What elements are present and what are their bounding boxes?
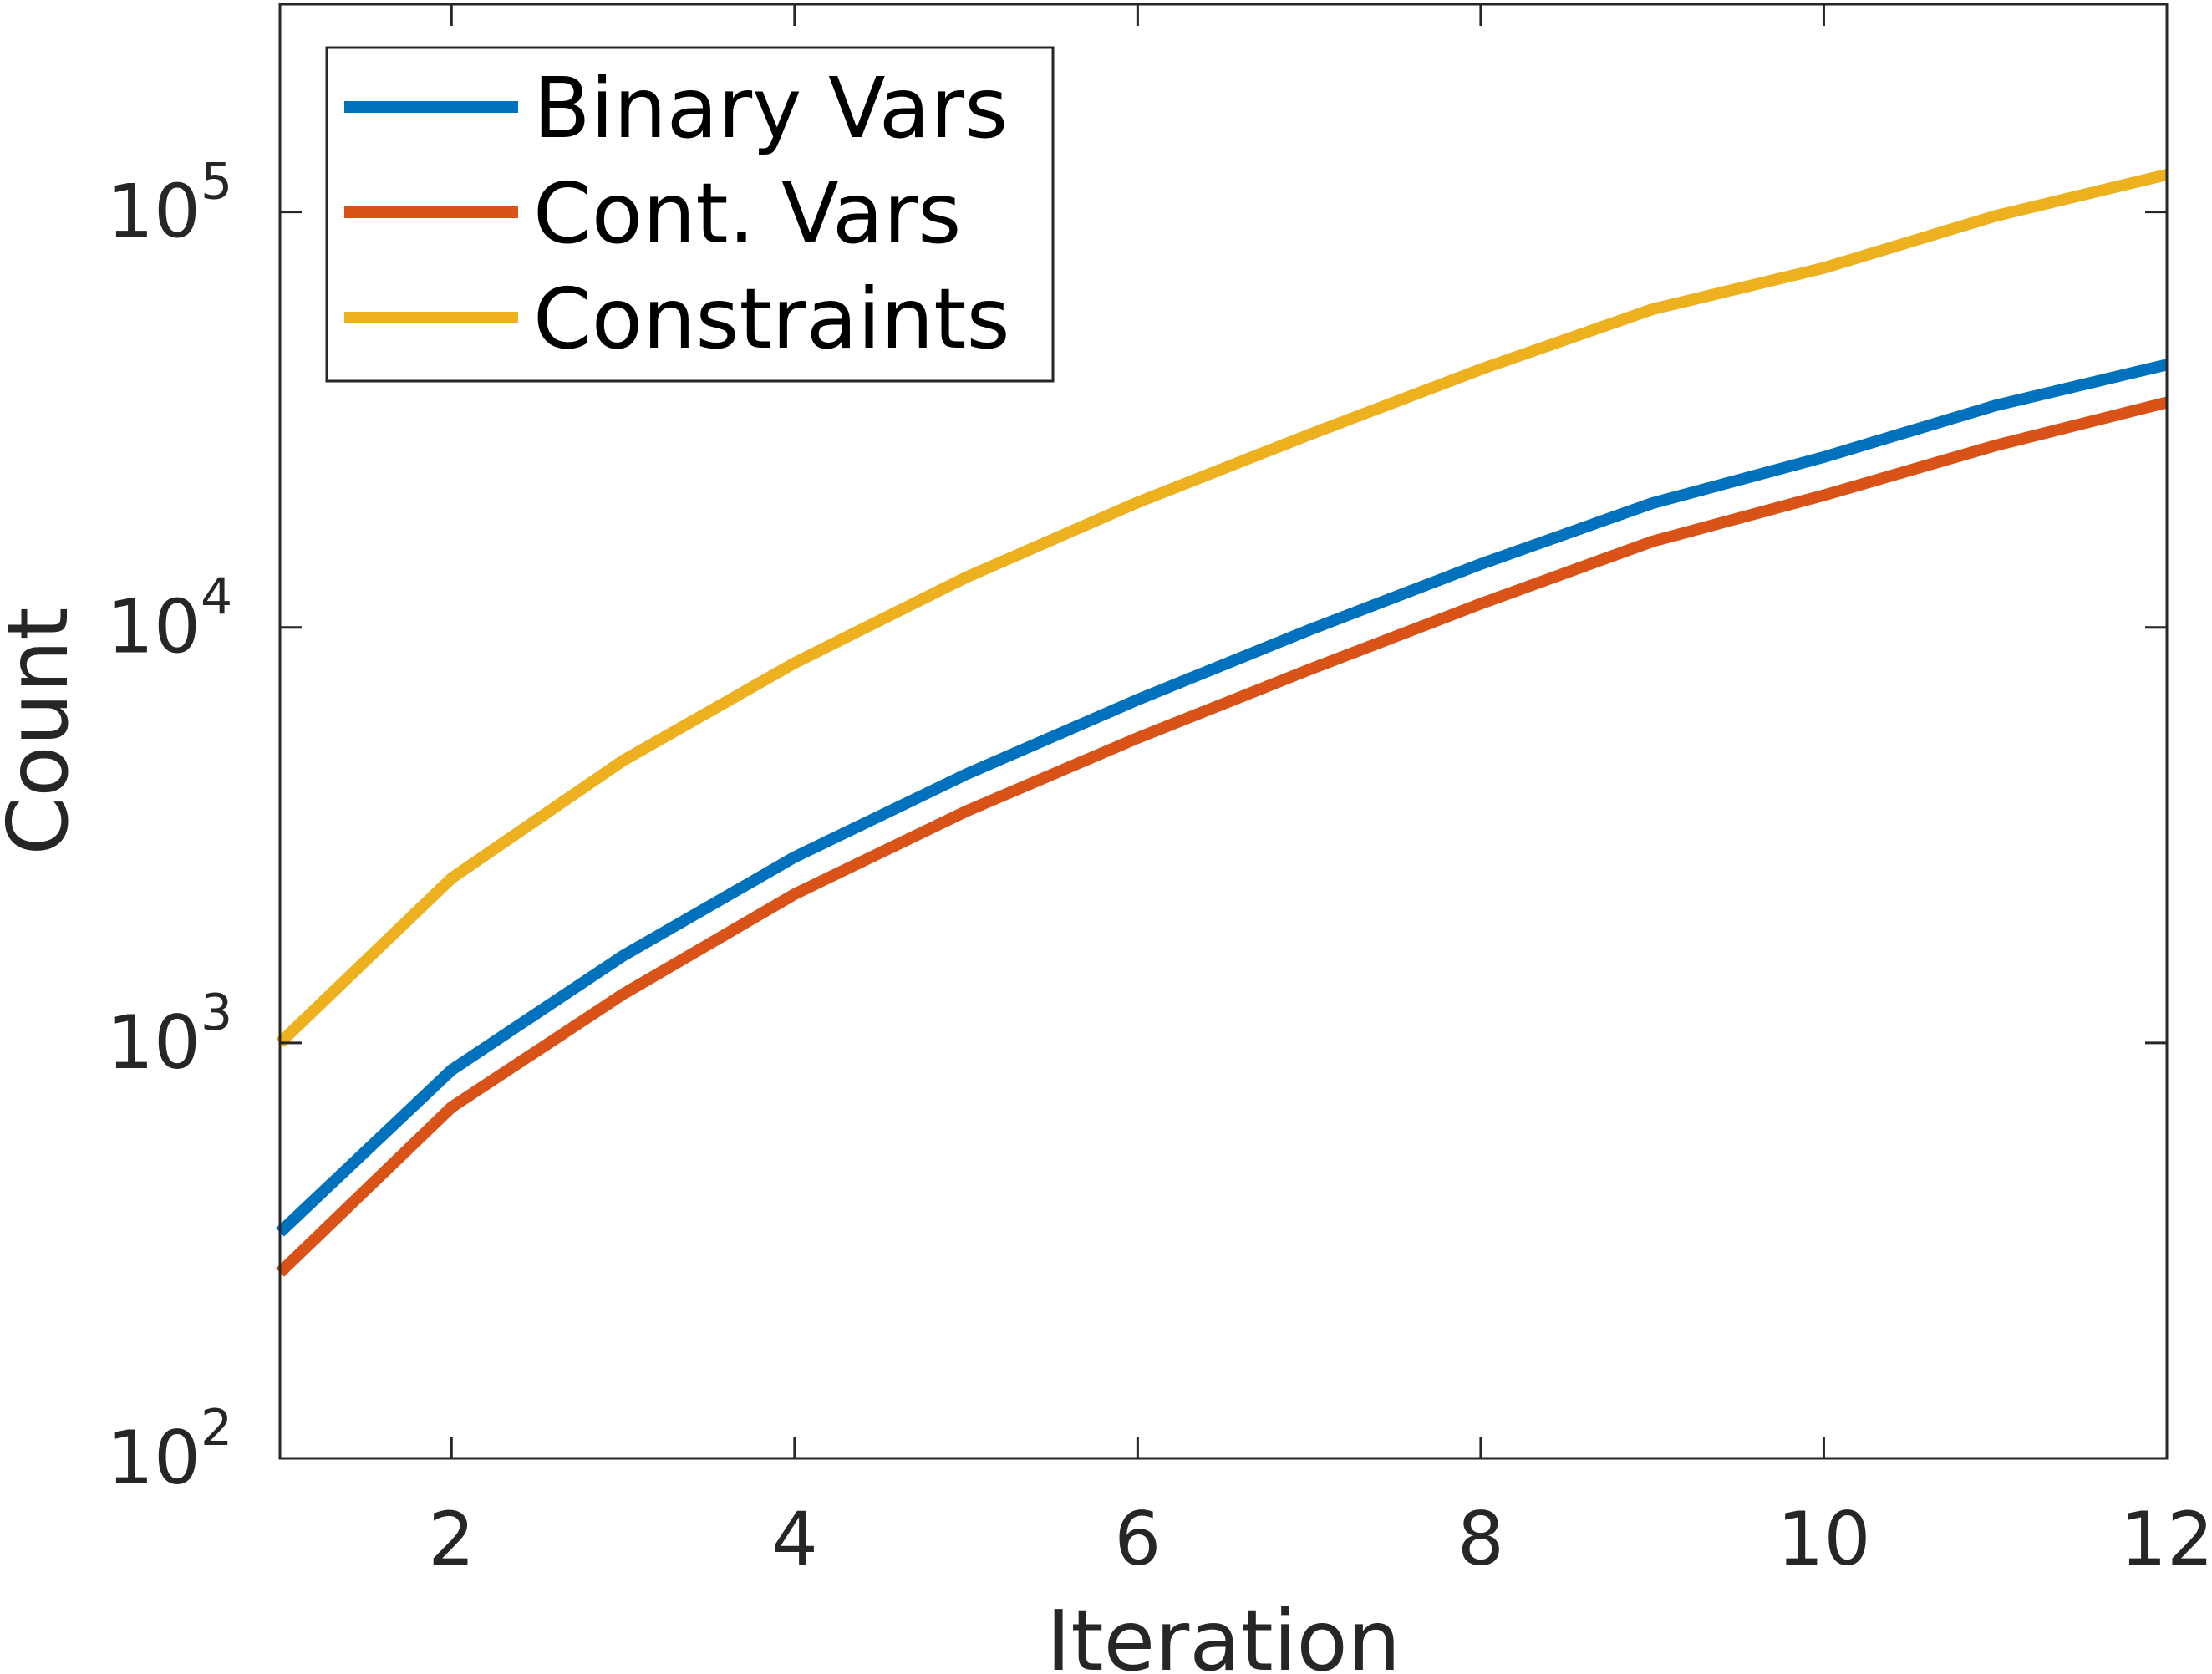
x-tick-label: 8 — [1457, 1496, 1504, 1582]
y-tick-label: 105 — [107, 153, 232, 255]
x-tick-label: 10 — [1777, 1496, 1870, 1582]
x-tick-label: 4 — [771, 1496, 818, 1582]
x-tick-label: 2 — [428, 1496, 475, 1582]
y-tick-label: 103 — [107, 984, 232, 1086]
y-tick-label: 102 — [107, 1399, 232, 1501]
series-line-2 — [276, 396, 2169, 1277]
legend-entry-label: Cont. Vars — [533, 165, 961, 262]
plot-area-frame — [278, 3, 2169, 1460]
legend-entry-label: Binary Vars — [533, 59, 1008, 157]
y-axis-label: Count — [0, 608, 87, 856]
x-tick-label: 12 — [2120, 1496, 2212, 1582]
series-line-1 — [276, 359, 2169, 1237]
x-axis-label: Iteration — [1046, 1592, 1401, 1674]
legend-entry-label: Constraints — [533, 270, 1010, 368]
y-tick-label: 104 — [107, 568, 232, 670]
x-tick-label: 6 — [1114, 1496, 1161, 1582]
series-layer — [276, 169, 2169, 1277]
axes-layer: 2 4 6 8 10 12 102 103 104 105 — [107, 3, 2212, 1582]
series-line-3 — [276, 169, 2169, 1047]
